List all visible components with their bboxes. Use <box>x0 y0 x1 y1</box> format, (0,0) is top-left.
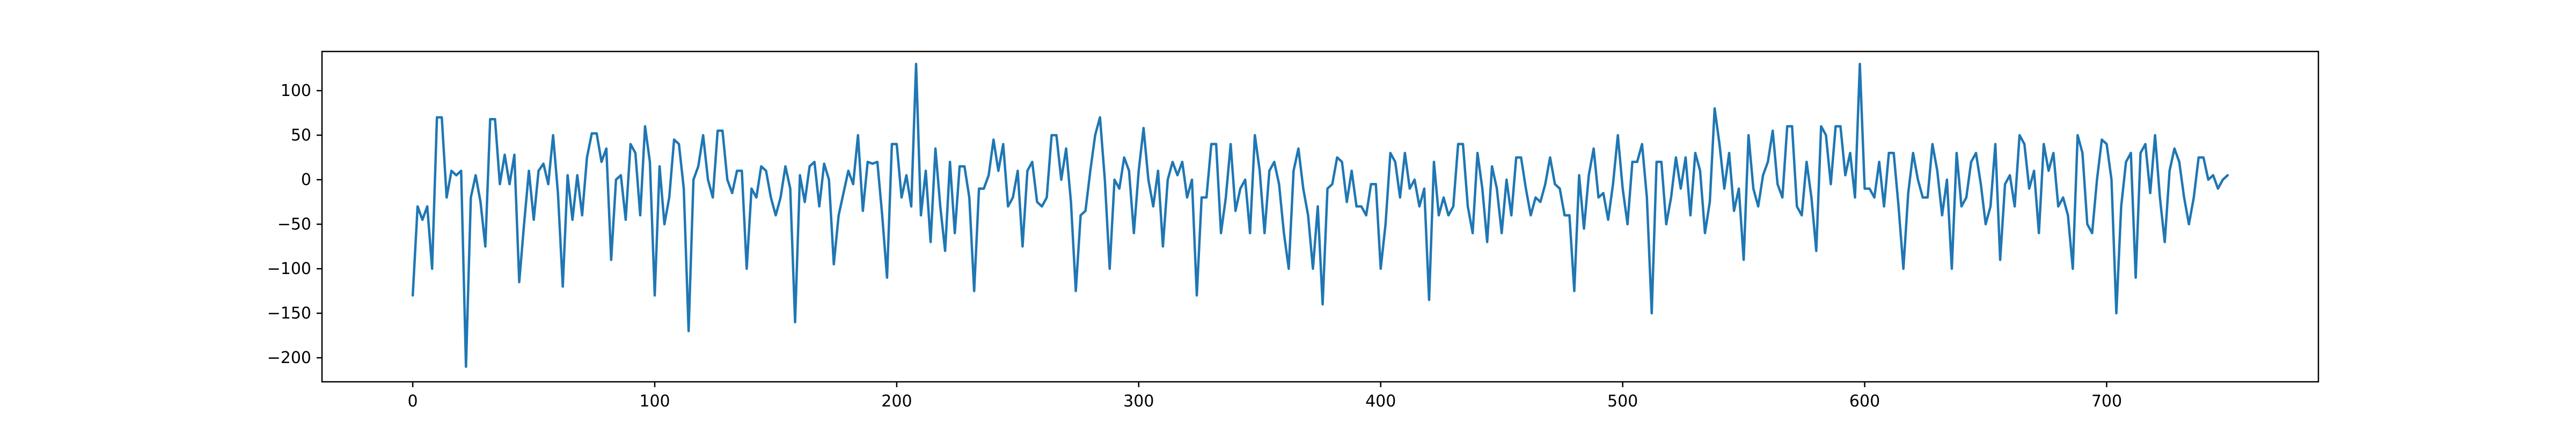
data-line <box>411 63 2229 368</box>
y-tick-label: −150 <box>267 304 311 323</box>
y-tick-label: 50 <box>291 126 311 145</box>
y-tick-label: −50 <box>277 215 311 234</box>
y-axis: −200 −150 −100 −50 0 50 100 <box>267 82 322 367</box>
x-tick-label: 0 <box>408 392 418 411</box>
plot-area <box>321 50 2319 383</box>
x-tick-label: 500 <box>1607 392 1638 411</box>
x-tick-label: 400 <box>1365 392 1396 411</box>
x-tick-label: 100 <box>639 392 670 411</box>
x-tick-label: 700 <box>2091 392 2122 411</box>
y-tick-label: −100 <box>267 260 311 278</box>
plot-frame <box>321 50 2319 383</box>
x-tick-label: 600 <box>1849 392 1880 411</box>
x-tick-label: 300 <box>1123 392 1154 411</box>
y-tick-label: 0 <box>301 171 311 189</box>
x-tick-label: 200 <box>881 392 912 411</box>
x-axis: 0 100 200 300 400 500 600 700 <box>408 382 2122 411</box>
y-tick-label: 100 <box>281 82 311 100</box>
y-tick-label: −200 <box>267 349 311 367</box>
